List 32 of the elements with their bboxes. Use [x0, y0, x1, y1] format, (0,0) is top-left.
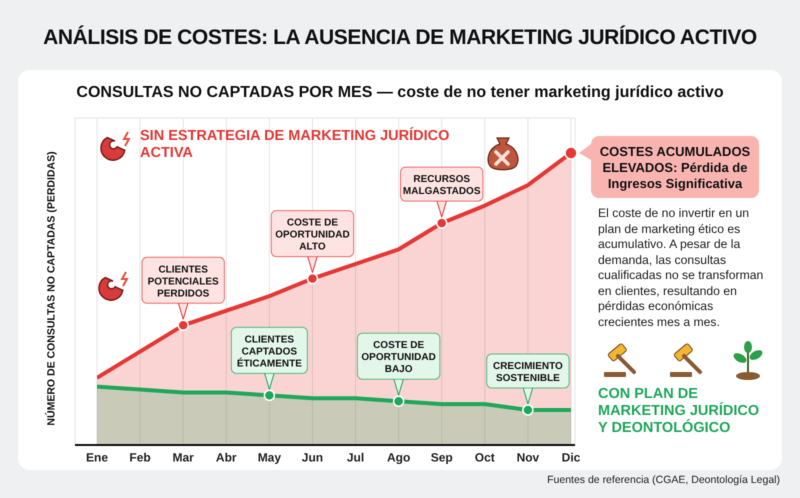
y-axis-title: NÚMERO DE CONSULTAS NO CAPTADAS (PERDIDAS) — [46, 150, 58, 428]
x-tick-label: Nov — [516, 450, 540, 465]
x-tick-label: Ago — [386, 450, 410, 465]
point — [392, 395, 404, 407]
annotation: COSTE DE OPORTUNIDAD ALTO — [275, 218, 350, 253]
annotation: COSTE DE OPORTUNIDAD BAJO — [361, 340, 436, 376]
annotation: CRECIMIENTO SOSTENIBLE — [492, 360, 564, 384]
point — [264, 390, 276, 402]
annotation: COSTES ACUMULADOS ELEVADOS: Pérdida de Ingresos Significativa — [600, 144, 751, 192]
annotation: CLIENTES CAPTADOS ÉTICAMENTE — [236, 334, 302, 370]
point — [177, 320, 189, 332]
chart-subtitle: CONSULTAS NO CAPTADAS POR MES — coste de no tener marketing jurídico activo — [75, 84, 725, 102]
x-tick-label: Abr — [216, 450, 237, 465]
text: El coste de no invertir en un plan de marketing ético es acumulativo. A pesar de la demanda, las consultas cualificadas no se transforman en clientes, resultando en pérdidas económicas crecientes mes a mes. — [598, 206, 764, 330]
annotation: CLIENTES POTENCIALES PERDIDOS — [148, 264, 220, 300]
x-tick-label: Dic — [562, 450, 581, 465]
x-tick-label: Feb — [129, 450, 151, 465]
point — [522, 404, 534, 416]
x-tick-label: Sep — [430, 450, 453, 465]
x-tick-label: Jul — [346, 450, 364, 465]
source-note: Fuentes de referencia (CGAE, Deontología Legal) — [547, 474, 780, 486]
x-tick-label: Ene — [86, 450, 108, 465]
annotation: RECURSOS MALGASTADOS — [402, 174, 481, 198]
x-tick-label: Mar — [172, 450, 194, 465]
x-tick-label: Oct — [474, 450, 495, 465]
point — [436, 217, 448, 229]
legend-label: SIN ESTRATEGIA DE MARKETING JURÍDICO ACTIVA — [140, 128, 450, 162]
point — [306, 272, 318, 284]
chart-title: ANÁLISIS DE COSTES: LA AUSENCIA DE MARKETING JURÍDICO ACTIVO — [42, 26, 758, 50]
x-tick-label: Jun — [302, 450, 324, 465]
x-tick-label: May — [258, 450, 282, 465]
series-label: CON PLAN DE MARKETING JURÍDICO Y DEONTOLÓGICO — [598, 386, 760, 437]
